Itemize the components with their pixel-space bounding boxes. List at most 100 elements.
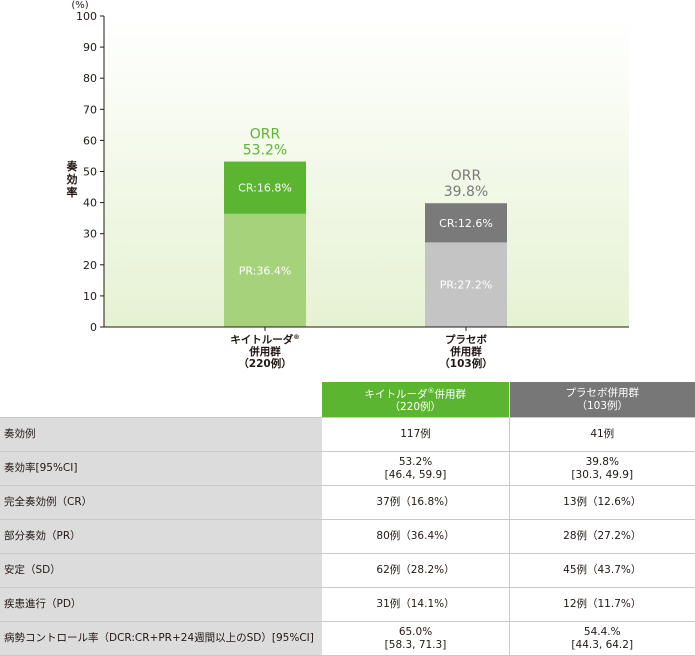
x-tick-label: キイトルーダ® (230, 333, 300, 346)
table-row: 奏効例 117例 41例 (0, 417, 695, 452)
orr-value-label: 39.8% (444, 184, 488, 200)
cell-keytruda: 62例（28.2%） (322, 553, 510, 588)
y-tick-label: 40 (83, 197, 97, 210)
cell-placebo: 54.4.% [44.3, 64.2] (509, 621, 695, 656)
cell-text: 80例（36.4%） (376, 530, 455, 542)
header-placebo-name: プラセボ併用群 (565, 386, 640, 399)
cell-keytruda: 31例（14.1%） (322, 587, 510, 622)
response-rate-chart: 0 10 20 30 40 50 60 70 80 90 100 (%) 奏効率 PR:36.4% C… (66, 0, 629, 370)
row-label: 疾患進行（PD） (0, 587, 323, 622)
bars-layer: PR:36.4%CR:16.8%ORR53.2%PR:27.2%CR:12.6%… (224, 127, 507, 327)
table-row: 安定（SD） 62例（28.2%） 45例（43.7%） (0, 553, 695, 588)
orr-title-label: ORR (250, 127, 281, 143)
row-label: 病勢コントロール率（DCR:CR+PR+24週間以上のSD）[95%CI] (0, 621, 323, 656)
cell-text: 53.2% (398, 455, 433, 468)
header-keytruda-n: （220例） (389, 401, 442, 414)
table-header-row: キイトルーダ®併用群 （220例） プラセボ併用群 （103例） (0, 382, 695, 418)
y-axis-title-char: 奏 (66, 159, 79, 173)
x-tick-label: 併用群 (449, 345, 482, 358)
cell-keytruda: 80例（36.4%） (322, 519, 510, 554)
orr-value-label: 53.2% (243, 143, 287, 159)
row-label: 完全奏効例（CR） (0, 485, 323, 520)
header-keytruda-group: キイトルーダ®併用群 （220例） (322, 382, 510, 418)
y-axis: 0 10 20 30 40 50 60 70 80 90 100 (76, 10, 105, 334)
y-unit-label: (%) (71, 0, 88, 11)
row-label: 部分奏効（PR） (0, 519, 323, 554)
bar-segment-cr (425, 203, 507, 243)
cell-text: [58.3, 71.3] (384, 638, 447, 651)
cell-text: 12例（11.7%） (563, 598, 642, 610)
table-row: 完全奏効例（CR） 37例（16.8%） 13例（12.6%） (0, 485, 695, 520)
cell-text: 28例（27.2%） (563, 530, 642, 542)
bar-segment-label: CR:16.8% (238, 182, 292, 195)
x-tick-label: プラセボ (445, 333, 487, 346)
registered-mark: ® (293, 333, 300, 341)
x-tick-label: （103例） (439, 357, 492, 370)
row-label: 安定（SD） (0, 553, 323, 588)
cell-text: 117例 (400, 428, 431, 440)
cell-placebo: 12例（11.7%） (509, 587, 695, 622)
cell-text: 45例（43.7%） (563, 564, 642, 576)
cell-text: 65.0% (398, 625, 433, 638)
header-keytruda-name: キイトルーダ (364, 388, 428, 401)
bar-segment-pr (224, 213, 306, 327)
cell-text: 39.8% (585, 455, 619, 468)
cell-keytruda: 53.2% [46.4, 59.9] (322, 451, 510, 486)
header-placebo-n: （103例） (576, 399, 629, 412)
cell-text: 13例（12.6%） (563, 496, 642, 508)
cell-keytruda: 37例（16.8%） (322, 485, 510, 520)
y-tick-label: 70 (83, 103, 97, 116)
orr-title-label: ORR (451, 168, 482, 184)
cell-text: 31例（14.1%） (376, 598, 455, 610)
table-row: 部分奏効（PR） 80例（36.4%） 28例（27.2%） (0, 519, 695, 554)
row-label: 奏効率[95%CI] (0, 451, 323, 486)
table-corner-cell (0, 382, 322, 418)
y-tick-label: 100 (76, 10, 97, 23)
table-body: 奏効例 117例 41例 奏効率[95%CI] 53.2% [46.4, 59.9] 39.… (0, 417, 695, 656)
row-label: 奏効例 (0, 417, 323, 452)
cell-text: 41例 (590, 428, 615, 440)
cell-text: [46.4, 59.9] (384, 468, 447, 481)
plot-area (104, 16, 629, 327)
x-tick-label: （220例） (238, 357, 291, 370)
y-tick-label: 60 (83, 134, 97, 147)
header-placebo-group: プラセボ併用群 （103例） (509, 382, 695, 418)
cell-placebo: 45例（43.7%） (509, 553, 695, 588)
y-axis-title-char: 効 (67, 172, 78, 186)
cell-keytruda: 117例 (322, 417, 510, 452)
table-row: 奏効率[95%CI] 53.2% [46.4, 59.9] 39.8% [30.3, 4… (0, 451, 695, 486)
cell-placebo: 13例（12.6%） (509, 485, 695, 520)
bar-segment-label: PR:36.4% (239, 264, 292, 277)
y-tick-label: 50 (83, 166, 97, 179)
table-row: 疾患進行（PD） 31例（14.1%） 12例（11.7%） (0, 587, 695, 622)
y-axis-title: 奏効率 (66, 159, 79, 199)
y-tick-label: 20 (83, 259, 97, 272)
y-tick-label: 10 (83, 290, 97, 303)
cell-text: [44.3, 64.2] (571, 638, 634, 651)
cell-text: [30.3, 49.9] (571, 468, 634, 481)
cell-text: 62例（28.2%） (376, 564, 455, 576)
cell-text: 37例（16.8%） (376, 496, 455, 508)
header-keytruda-registered-mark: ® (427, 386, 435, 395)
cell-text: 54.4.% (583, 625, 621, 638)
cell-placebo: 41例 (509, 417, 695, 452)
results-table: キイトルーダ®併用群 （220例） プラセボ併用群 （103例） 奏効例 117例… (0, 382, 695, 656)
cell-keytruda: 65.0% [58.3, 71.3] (322, 621, 510, 656)
y-axis-title-char: 率 (67, 185, 78, 199)
cell-placebo: 39.8% [30.3, 49.9] (509, 451, 695, 486)
y-tick-label: 30 (83, 228, 97, 241)
y-tick-label: 80 (83, 72, 97, 85)
x-axis-labels: キイトルーダ®併用群（220例）プラセボ併用群（103例） (230, 327, 493, 370)
bar-segment-label: CR:12.6% (439, 217, 493, 230)
y-tick-label: 90 (83, 41, 97, 54)
table-row: 病勢コントロール率（DCR:CR+PR+24週間以上のSD）[95%CI] 65.… (0, 621, 695, 656)
bar-segment-pr (425, 242, 507, 327)
y-tick-label: 0 (90, 321, 97, 334)
cell-placebo: 28例（27.2%） (509, 519, 695, 554)
bar-segment-cr (224, 161, 306, 214)
bar-segment-label: PR:27.2% (440, 279, 493, 292)
header-keytruda-suffix: 併用群 (434, 388, 467, 401)
x-tick-label: 併用群 (248, 345, 281, 358)
